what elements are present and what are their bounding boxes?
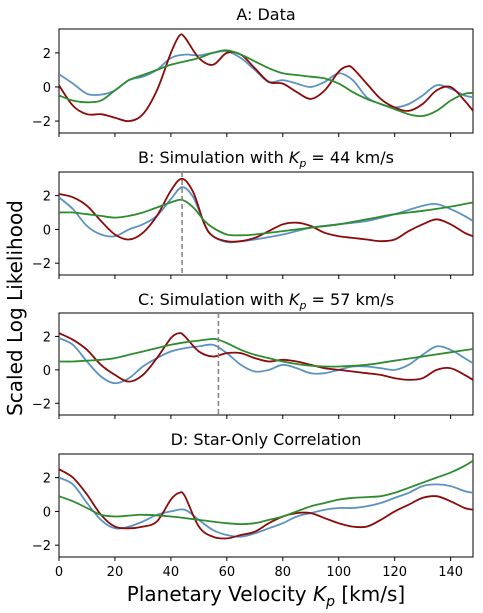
panel-a-ytick-label: −2	[32, 115, 51, 130]
panel-d-ytick-label: 2	[43, 472, 51, 487]
panel-b-title-symbol: K	[289, 148, 301, 167]
x-axis-label: Planetary Velocity Kp [km/s]	[127, 582, 405, 610]
panel-a: −2 0 2	[32, 28, 474, 137]
panel-a-series-red	[59, 33, 473, 123]
x-axis-label-unit: [km/s]	[335, 582, 405, 606]
panel-c-frame	[58, 312, 474, 416]
panel-b-title: B: Simulation with Kp = 44 km/s	[138, 148, 394, 170]
panel-c-title-suffix: = 57 km/s	[306, 290, 394, 309]
x-axis-label-main: Planetary Velocity	[127, 582, 313, 606]
panel-a-title: A: Data	[236, 5, 295, 24]
panel-d-title: D: Star-Only Correlation	[171, 430, 362, 449]
panel-d-xtick-label: 100	[326, 565, 351, 580]
panel-d-xtick-label: 80	[275, 565, 292, 580]
panel-b-frame	[58, 171, 474, 276]
x-axis-label-subscript: p	[325, 594, 335, 610]
panel-d-series-blue	[59, 476, 473, 538]
panel-d-frame	[58, 453, 474, 558]
x-axis-label-symbol: K	[313, 582, 328, 606]
panel-c-ytick-label: 0	[43, 364, 51, 379]
panel-a-ytick-label: 2	[43, 47, 51, 62]
panel-b-ytick-label: 2	[43, 190, 51, 205]
panel-c-title-subscript: p	[298, 299, 306, 312]
panel-d-xtick-label: 20	[107, 565, 124, 580]
panel-c-series-green	[59, 337, 473, 368]
panel-b-title-suffix: = 44 km/s	[306, 148, 394, 167]
panel-c-title-prefix: C: Simulation with	[138, 290, 289, 309]
panel-c-title: C: Simulation with Kp = 57 km/s	[138, 290, 394, 312]
panel-b-series-red	[59, 177, 473, 243]
panel-c: −2 0 2	[32, 312, 474, 419]
panel-d-xtick-label: 60	[219, 565, 236, 580]
panel-c-series-red	[59, 332, 473, 383]
panel-d-ytick-label: −2	[32, 539, 51, 554]
panel-d-series-green	[59, 460, 473, 525]
panel-a-ytick-label: 0	[43, 81, 51, 96]
panel-c-ytick-label: −2	[32, 397, 51, 412]
y-axis-label: Scaled Log Likelihood	[3, 200, 27, 416]
panel-a-frame	[58, 28, 474, 134]
panel-b: −2 0 2	[32, 171, 474, 279]
panel-d-xtick-label: 0	[55, 565, 63, 580]
panel-b-ytick-label: 0	[43, 223, 51, 238]
panel-c-title-symbol: K	[289, 290, 301, 309]
panel-c-series-blue	[59, 337, 473, 385]
panel-d-series-red	[59, 468, 473, 540]
panel-b-title-prefix: B: Simulation with	[138, 148, 289, 167]
panel-d-xtick-label: 40	[163, 565, 180, 580]
panel-b-title-subscript: p	[298, 157, 306, 170]
panel-b-ytick-label: −2	[32, 257, 51, 272]
panel-d-xtick-label: 140	[438, 565, 463, 580]
panel-d-ytick-label: 0	[43, 505, 51, 520]
panel-d-xtick-label: 120	[382, 565, 407, 580]
panel-c-ytick-label: 2	[43, 330, 51, 345]
panel-b-series-green	[59, 198, 473, 237]
panel-a-series-green	[59, 49, 473, 118]
